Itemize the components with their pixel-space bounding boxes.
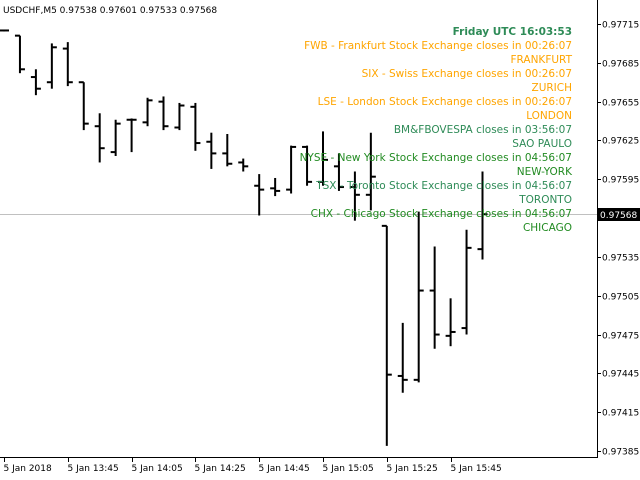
ohlc-bar	[174, 102, 185, 131]
ohlc-bar	[158, 96, 169, 131]
ohlc-bar	[270, 177, 281, 197]
ohlc-bar	[190, 102, 201, 151]
y-tick-label: 0.97415	[602, 409, 639, 419]
y-tick-label: 0.97505	[602, 293, 639, 303]
x-tick-label: 5 Jan 14:25	[195, 464, 246, 474]
x-tick-label: 5 Jan 15:25	[387, 464, 438, 474]
current-price-label: 0.97568	[600, 211, 637, 221]
ohlc-bar	[62, 42, 73, 87]
ohlc-bar	[333, 153, 344, 191]
ohlc-bar	[349, 171, 360, 221]
ohlc-bar	[365, 132, 376, 211]
ohlc-bar	[461, 229, 472, 335]
x-tick-label: 5 Jan 2018	[4, 464, 52, 474]
market-hours-line: NYSE - New York Stock Exchange closes in…	[300, 152, 572, 164]
y-tick-label: 0.97655	[602, 99, 639, 109]
x-tick-label: 5 Jan 14:05	[132, 464, 183, 474]
y-tick-label: 0.97535	[602, 254, 639, 264]
market-hours-line: SAO PAULO	[512, 138, 572, 150]
market-hours-line: NEW-YORK	[517, 166, 573, 178]
y-tick-label: 0.97475	[602, 332, 639, 342]
symbol-ohlc-line: USDCHF,M5 0.97538 0.97601 0.97533 0.9756…	[3, 6, 217, 16]
ohlc-bar	[445, 298, 456, 347]
market-hours-line: SIX - Swiss Exchange closes in 00:26:07	[362, 68, 572, 80]
ohlc-bar	[78, 81, 89, 131]
ohlc-bar	[110, 119, 121, 156]
ohlc-bar	[206, 132, 217, 169]
x-tick-label: 5 Jan 13:45	[68, 464, 119, 474]
ohlc-bar	[46, 43, 57, 89]
y-tick-label: 0.97445	[602, 370, 639, 380]
ohlc-bar	[30, 69, 41, 96]
x-tick-label: 5 Jan 15:45	[451, 464, 502, 474]
x-tick-label: 5 Jan 14:45	[259, 464, 310, 474]
ohlc-bar	[413, 211, 424, 383]
x-tick-label: 5 Jan 15:05	[323, 464, 374, 474]
ohlc-bar	[381, 224, 392, 446]
ohlc-bar	[14, 34, 25, 74]
market-hours-line: FWB - Frankfurt Stock Exchange closes in…	[304, 40, 572, 52]
ohlc-bar	[142, 97, 153, 127]
ohlc-bar	[222, 133, 233, 167]
market-hours-line: TSX - Toronto Stock Exchange closes in 0…	[315, 180, 572, 192]
market-hours-line: CHX - Chicago Stock Exchange closes in 0…	[311, 208, 572, 220]
ohlc-bar	[429, 246, 440, 349]
current-price-label-bg	[598, 208, 640, 221]
ohlc-bar	[302, 145, 313, 186]
market-hours-panel: Friday UTC 16:03:53 FWB - Frankfurt Stock…	[300, 26, 574, 234]
ohlc-bar	[94, 113, 105, 163]
y-tick-label: 0.97595	[602, 176, 639, 186]
ohlc-bar	[126, 118, 137, 153]
utc-clock-header: Friday UTC 16:03:53	[453, 26, 572, 38]
ohlc-bar	[477, 171, 488, 260]
ohlc-bar	[254, 174, 265, 216]
ohlc-bar	[238, 158, 249, 172]
ohlc-bar	[0, 29, 9, 32]
ohlc-bar	[286, 145, 297, 194]
market-hours-line: BM&FBOVESPA closes in 03:56:07	[394, 124, 572, 136]
ohlc-bar	[397, 322, 408, 393]
market-hours-line: ZURICH	[532, 82, 573, 94]
y-tick-label: 0.97685	[602, 60, 639, 70]
ohlc-bars	[0, 29, 488, 446]
ohlc-bar	[318, 131, 328, 186]
y-tick-label: 0.97385	[602, 448, 639, 458]
y-tick-label: 0.97715	[602, 21, 639, 31]
y-tick-label: 0.97625	[602, 137, 639, 147]
market-hours-line: FRANKFURT	[510, 54, 572, 66]
market-hours-line: TORONTO	[518, 194, 572, 206]
market-hours-line: LONDON	[526, 110, 572, 122]
market-hours-line: LSE - London Stock Exchange closes in 00…	[318, 96, 572, 108]
market-hours-line: CHICAGO	[523, 222, 572, 234]
